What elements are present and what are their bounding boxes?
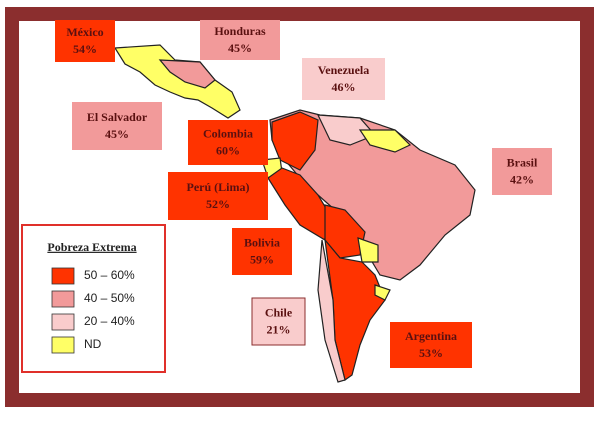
country-name: Brasil — [507, 155, 538, 169]
country-value: 46% — [332, 80, 356, 94]
label-box — [251, 297, 306, 346]
legend: Pobreza Extrema — [21, 224, 166, 373]
country-value: 53% — [419, 346, 443, 360]
legend-label: 40 – 50% — [84, 291, 135, 305]
legend-swatch — [51, 313, 75, 331]
honduras-shape — [158, 59, 216, 89]
chile-shape — [317, 239, 346, 383]
colombia-shape — [271, 111, 319, 171]
legend-swatch — [51, 336, 75, 354]
country-name: El Salvador — [87, 110, 148, 124]
label-box — [72, 102, 162, 150]
legend-title: Pobreza Extrema — [47, 240, 136, 254]
country-name: Bolivia — [244, 235, 280, 249]
country-value: 21% — [267, 322, 291, 336]
label-box — [200, 20, 280, 60]
country-name: Argentina — [405, 329, 457, 343]
country-value: 60% — [216, 143, 240, 157]
country-value: 42% — [510, 172, 534, 186]
legend-label: 20 – 40% — [84, 314, 135, 328]
legend-swatch — [51, 267, 75, 285]
label-box — [168, 172, 268, 220]
country-name: Perú (Lima) — [187, 180, 250, 194]
legend-box — [21, 224, 166, 373]
country-name: Colombia — [203, 126, 253, 140]
label-box — [188, 120, 268, 165]
label-box — [55, 20, 115, 62]
legend-label: 50 – 60% — [84, 268, 135, 282]
label-box — [232, 228, 292, 275]
uruguay-shape — [374, 284, 391, 301]
guyanas-shape — [358, 129, 412, 153]
country-value: 54% — [73, 42, 97, 56]
label-box — [492, 148, 552, 195]
country-value: 52% — [206, 197, 230, 211]
label-box — [302, 58, 385, 100]
country-name: Venezuela — [318, 63, 370, 77]
paraguay-shape — [357, 237, 379, 263]
label-box — [390, 322, 472, 368]
country-name: Chile — [265, 305, 293, 319]
country-name: México — [66, 25, 103, 39]
venezuela-shape — [317, 114, 377, 146]
legend-swatch — [51, 290, 75, 308]
country-value: 59% — [250, 252, 274, 266]
country-name: Honduras — [214, 24, 266, 38]
legend-label: ND — [84, 337, 102, 351]
country-value: 45% — [105, 127, 129, 141]
country-value: 45% — [228, 41, 252, 55]
